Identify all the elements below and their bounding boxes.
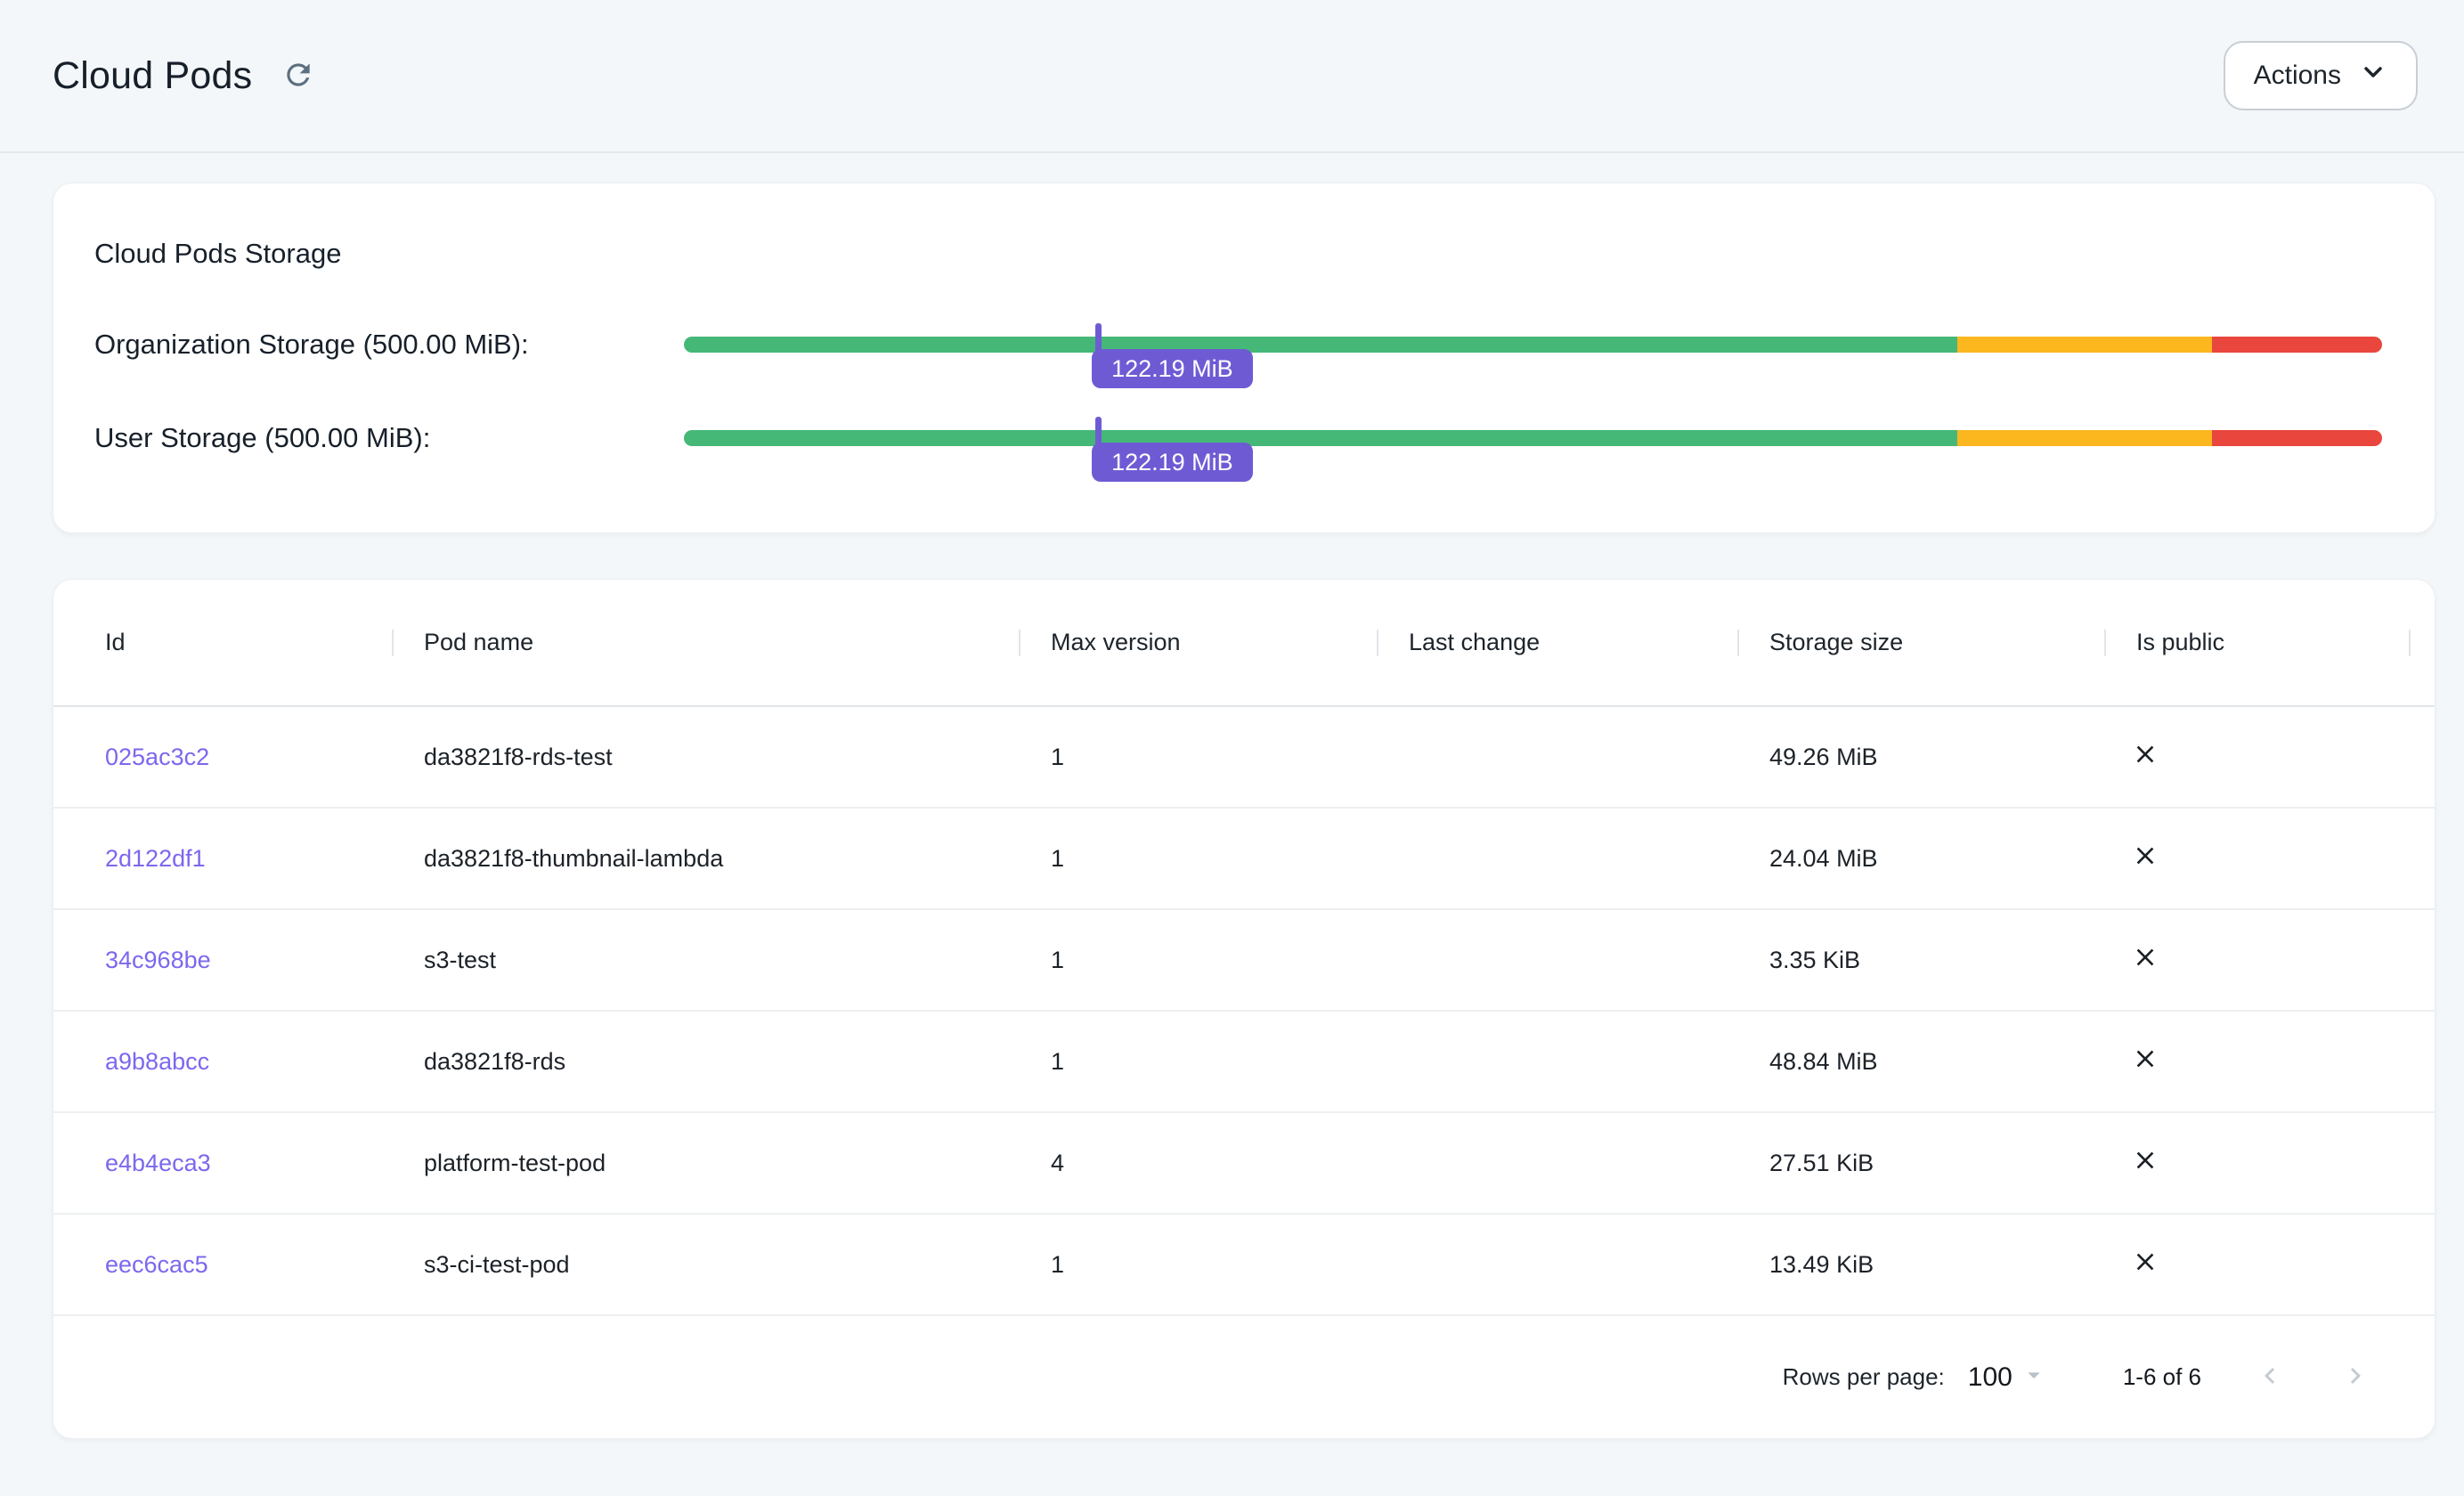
topbar: Cloud Pods Actions (0, 0, 2464, 153)
user-storage-label: User Storage (500.00 MiB): (94, 422, 431, 453)
usage-marker (1095, 417, 1102, 458)
pagination-range-label: 1-6 of 6 (2122, 1363, 2201, 1390)
not-public-icon (2131, 842, 2159, 876)
table-header-row: Id Pod name Max version Last change Stor… (53, 580, 2435, 707)
not-public-icon (2131, 1248, 2159, 1282)
usage-badge: 122.19 MiB (1092, 349, 1253, 388)
bar-segment-amber (1957, 430, 2213, 446)
not-public-icon (2131, 740, 2159, 775)
max-version-cell: 1 (1051, 844, 1065, 872)
table-pagination: Rows per page: 100 1-6 of 6 (53, 1316, 2435, 1438)
max-version-cell: 4 (1051, 1149, 1065, 1176)
pod-id-link[interactable]: a9b8abcc (105, 1047, 210, 1075)
storage-size-cell: 27.51 KiB (1769, 1149, 1874, 1176)
storage-bar-track (684, 337, 2382, 353)
pod-name-cell: da3821f8-thumbnail-lambda (424, 844, 724, 872)
is-public-cell (2106, 1045, 2411, 1079)
column-header-last-change[interactable]: Last change (1378, 580, 1739, 705)
storage-card-title: Cloud Pods Storage (94, 238, 342, 269)
is-public-cell (2106, 1146, 2411, 1181)
max-version-cell: 1 (1051, 1250, 1065, 1278)
not-public-icon (2131, 1146, 2159, 1181)
table-row: 2d122df1 da3821f8-thumbnail-lambda 1 24.… (53, 809, 2435, 910)
column-header-is-public[interactable]: Is public (2106, 580, 2411, 705)
is-public-cell (2106, 740, 2411, 775)
max-version-cell: 1 (1051, 743, 1065, 770)
storage-size-cell: 13.49 KiB (1769, 1250, 1874, 1278)
rows-per-page-select[interactable]: 100 (1968, 1361, 2048, 1394)
not-public-icon (2131, 943, 2159, 978)
next-page-button[interactable] (2338, 1361, 2372, 1394)
column-header-id[interactable]: Id (53, 580, 394, 705)
pod-name-cell: s3-ci-test-pod (424, 1250, 570, 1278)
table-row: a9b8abcc da3821f8-rds 1 48.84 MiB (53, 1012, 2435, 1113)
rows-per-page-label: Rows per page: (1782, 1363, 1945, 1390)
storage-card: Cloud Pods Storage Organization Storage … (53, 183, 2436, 533)
table-row: 025ac3c2 da3821f8-rds-test 1 49.26 MiB (53, 707, 2435, 809)
rows-per-page-value: 100 (1967, 1362, 2013, 1392)
chevron-down-icon (2359, 58, 2387, 94)
table-row: eec6cac5 s3-ci-test-pod 1 13.49 KiB (53, 1215, 2435, 1316)
storage-size-cell: 49.26 MiB (1769, 743, 1878, 770)
bar-segment-amber (1957, 337, 2213, 353)
usage-marker (1095, 323, 1102, 364)
pod-id-link[interactable]: eec6cac5 (105, 1250, 208, 1278)
pod-name-cell: da3821f8-rds (424, 1047, 566, 1075)
pod-name-cell: s3-test (424, 946, 497, 973)
column-header-pod-name[interactable]: Pod name (394, 580, 1021, 705)
usage-badge: 122.19 MiB (1092, 443, 1253, 482)
chevron-right-icon (2339, 1360, 2371, 1394)
storage-size-cell: 48.84 MiB (1769, 1047, 1878, 1075)
refresh-icon (281, 58, 315, 94)
user-storage-bar: 122.19 MiB (684, 417, 2382, 482)
storage-size-cell: 24.04 MiB (1769, 844, 1878, 872)
max-version-cell: 1 (1051, 1047, 1065, 1075)
actions-button[interactable]: Actions (2223, 41, 2418, 110)
max-version-cell: 1 (1051, 946, 1065, 973)
column-header-max-version[interactable]: Max version (1021, 580, 1378, 705)
is-public-cell (2106, 943, 2411, 978)
organization-storage-bar: 122.19 MiB (684, 323, 2382, 388)
organization-storage-label: Organization Storage (500.00 MiB): (94, 329, 529, 360)
pod-id-link[interactable]: 2d122df1 (105, 844, 206, 872)
column-header-storage-size[interactable]: Storage size (1739, 580, 2106, 705)
pods-table-card: Id Pod name Max version Last change Stor… (53, 579, 2436, 1439)
refresh-button[interactable] (279, 56, 318, 95)
previous-page-button[interactable] (2253, 1361, 2287, 1394)
pod-id-link[interactable]: 025ac3c2 (105, 743, 210, 770)
pod-name-cell: platform-test-pod (424, 1149, 606, 1176)
page-title: Cloud Pods (53, 53, 253, 97)
table-row: 34c968be s3-test 1 3.35 KiB (53, 910, 2435, 1012)
pod-id-link[interactable]: e4b4eca3 (105, 1149, 211, 1176)
bar-segment-red (2212, 430, 2382, 446)
storage-size-cell: 3.35 KiB (1769, 946, 1861, 973)
storage-bar-track (684, 430, 2382, 446)
arrow-dropdown-icon (2013, 1361, 2048, 1394)
page-content: Cloud Pods Storage Organization Storage … (0, 183, 2464, 1439)
pod-name-cell: da3821f8-rds-test (424, 743, 613, 770)
is-public-cell (2106, 1248, 2411, 1282)
column-header-filler (2411, 580, 2435, 705)
not-public-icon (2131, 1045, 2159, 1079)
user-storage-row: User Storage (500.00 MiB): 122.19 MiB (94, 417, 2382, 482)
chevron-left-icon (2254, 1360, 2286, 1394)
actions-button-label: Actions (2253, 61, 2341, 90)
organization-storage-row: Organization Storage (500.00 MiB): 122.1… (94, 323, 2382, 388)
bar-segment-green (684, 430, 1958, 446)
bar-segment-red (2212, 337, 2382, 353)
table-row: e4b4eca3 platform-test-pod 4 27.51 KiB (53, 1113, 2435, 1215)
pod-id-link[interactable]: 34c968be (105, 946, 211, 973)
is-public-cell (2106, 842, 2411, 876)
bar-segment-green (684, 337, 1958, 353)
